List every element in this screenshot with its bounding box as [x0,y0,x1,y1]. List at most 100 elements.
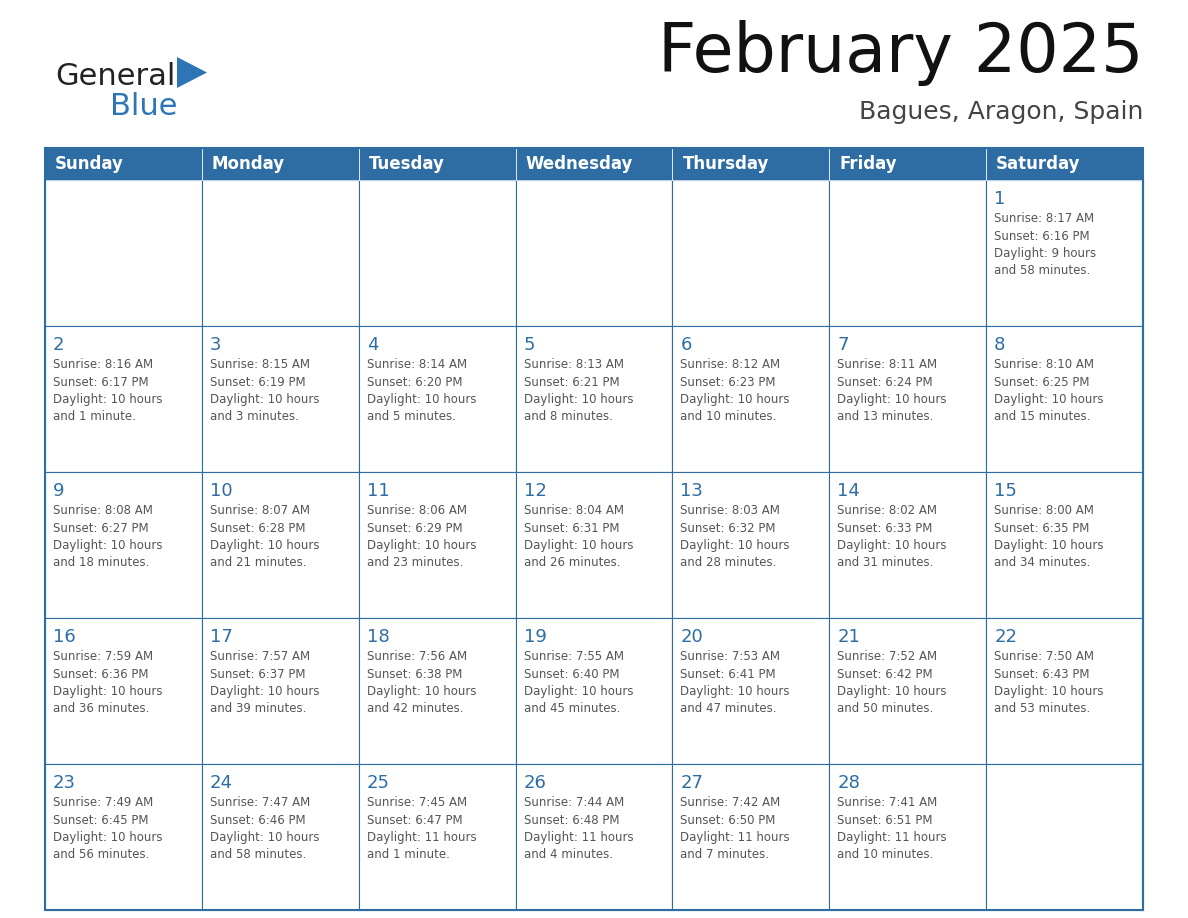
Text: Sunrise: 8:02 AM
Sunset: 6:33 PM
Daylight: 10 hours
and 31 minutes.: Sunrise: 8:02 AM Sunset: 6:33 PM Dayligh… [838,504,947,569]
Text: Tuesday: Tuesday [368,155,444,173]
Text: Monday: Monday [211,155,285,173]
Text: Sunrise: 7:52 AM
Sunset: 6:42 PM
Daylight: 10 hours
and 50 minutes.: Sunrise: 7:52 AM Sunset: 6:42 PM Dayligh… [838,650,947,715]
Text: 2: 2 [53,336,64,354]
Text: 23: 23 [53,774,76,792]
Bar [516,764,672,910]
Text: 26: 26 [524,774,546,792]
Text: 17: 17 [210,628,233,646]
Text: Sunrise: 7:50 AM
Sunset: 6:43 PM
Daylight: 10 hours
and 53 minutes.: Sunrise: 7:50 AM Sunset: 6:43 PM Dayligh… [994,650,1104,715]
Text: 9: 9 [53,482,64,500]
Text: 10: 10 [210,482,233,500]
Bar [359,148,516,180]
Text: Blue: Blue [110,92,177,121]
Text: Sunrise: 7:41 AM
Sunset: 6:51 PM
Daylight: 11 hours
and 10 minutes.: Sunrise: 7:41 AM Sunset: 6:51 PM Dayligh… [838,796,947,861]
Text: Sunrise: 7:53 AM
Sunset: 6:41 PM
Daylight: 10 hours
and 47 minutes.: Sunrise: 7:53 AM Sunset: 6:41 PM Dayligh… [681,650,790,715]
Text: 8: 8 [994,336,1005,354]
Text: 12: 12 [524,482,546,500]
Text: Sunrise: 7:57 AM
Sunset: 6:37 PM
Daylight: 10 hours
and 39 minutes.: Sunrise: 7:57 AM Sunset: 6:37 PM Dayligh… [210,650,320,715]
Text: Friday: Friday [839,155,897,173]
Bar [202,472,359,618]
Bar [45,764,202,910]
Bar [45,618,202,764]
Bar [829,618,986,764]
Text: Sunrise: 8:15 AM
Sunset: 6:19 PM
Daylight: 10 hours
and 3 minutes.: Sunrise: 8:15 AM Sunset: 6:19 PM Dayligh… [210,358,320,423]
Bar [986,472,1143,618]
Bar [829,326,986,472]
Bar [45,148,202,180]
Text: February 2025: February 2025 [657,20,1143,86]
Text: Sunrise: 7:56 AM
Sunset: 6:38 PM
Daylight: 10 hours
and 42 minutes.: Sunrise: 7:56 AM Sunset: 6:38 PM Dayligh… [367,650,476,715]
Text: Sunrise: 8:13 AM
Sunset: 6:21 PM
Daylight: 10 hours
and 8 minutes.: Sunrise: 8:13 AM Sunset: 6:21 PM Dayligh… [524,358,633,423]
Bar [359,472,516,618]
Text: Sunrise: 8:10 AM
Sunset: 6:25 PM
Daylight: 10 hours
and 15 minutes.: Sunrise: 8:10 AM Sunset: 6:25 PM Dayligh… [994,358,1104,423]
Text: Thursday: Thursday [682,155,769,173]
Text: Sunrise: 8:06 AM
Sunset: 6:29 PM
Daylight: 10 hours
and 23 minutes.: Sunrise: 8:06 AM Sunset: 6:29 PM Dayligh… [367,504,476,569]
Bar [829,148,986,180]
Text: 14: 14 [838,482,860,500]
Text: 20: 20 [681,628,703,646]
Bar [516,618,672,764]
Text: General: General [55,62,176,91]
Text: Sunrise: 7:47 AM
Sunset: 6:46 PM
Daylight: 10 hours
and 58 minutes.: Sunrise: 7:47 AM Sunset: 6:46 PM Dayligh… [210,796,320,861]
Bar [986,618,1143,764]
Bar [45,180,202,326]
Text: 24: 24 [210,774,233,792]
Text: 4: 4 [367,336,378,354]
Bar [672,326,829,472]
Text: 27: 27 [681,774,703,792]
Bar [516,326,672,472]
Text: 5: 5 [524,336,535,354]
Text: Sunrise: 8:08 AM
Sunset: 6:27 PM
Daylight: 10 hours
and 18 minutes.: Sunrise: 8:08 AM Sunset: 6:27 PM Dayligh… [53,504,163,569]
Text: Sunrise: 8:14 AM
Sunset: 6:20 PM
Daylight: 10 hours
and 5 minutes.: Sunrise: 8:14 AM Sunset: 6:20 PM Dayligh… [367,358,476,423]
Text: 28: 28 [838,774,860,792]
Text: 16: 16 [53,628,76,646]
Bar [202,148,359,180]
Text: Sunrise: 8:00 AM
Sunset: 6:35 PM
Daylight: 10 hours
and 34 minutes.: Sunrise: 8:00 AM Sunset: 6:35 PM Dayligh… [994,504,1104,569]
Text: 25: 25 [367,774,390,792]
Text: Sunrise: 8:16 AM
Sunset: 6:17 PM
Daylight: 10 hours
and 1 minute.: Sunrise: 8:16 AM Sunset: 6:17 PM Dayligh… [53,358,163,423]
Bar [516,148,672,180]
Bar [672,764,829,910]
Text: Sunrise: 8:12 AM
Sunset: 6:23 PM
Daylight: 10 hours
and 10 minutes.: Sunrise: 8:12 AM Sunset: 6:23 PM Dayligh… [681,358,790,423]
Bar [986,180,1143,326]
Bar [45,326,202,472]
Bar [829,180,986,326]
Text: Sunrise: 8:07 AM
Sunset: 6:28 PM
Daylight: 10 hours
and 21 minutes.: Sunrise: 8:07 AM Sunset: 6:28 PM Dayligh… [210,504,320,569]
Text: Sunrise: 7:55 AM
Sunset: 6:40 PM
Daylight: 10 hours
and 45 minutes.: Sunrise: 7:55 AM Sunset: 6:40 PM Dayligh… [524,650,633,715]
Bar [672,148,829,180]
Bar [45,148,1143,910]
Bar [202,618,359,764]
Text: Sunrise: 7:42 AM
Sunset: 6:50 PM
Daylight: 11 hours
and 7 minutes.: Sunrise: 7:42 AM Sunset: 6:50 PM Dayligh… [681,796,790,861]
Text: 21: 21 [838,628,860,646]
Text: Sunrise: 7:49 AM
Sunset: 6:45 PM
Daylight: 10 hours
and 56 minutes.: Sunrise: 7:49 AM Sunset: 6:45 PM Dayligh… [53,796,163,861]
Bar [359,618,516,764]
Text: Bagues, Aragon, Spain: Bagues, Aragon, Spain [859,100,1143,124]
Bar [986,764,1143,910]
Text: 22: 22 [994,628,1017,646]
Bar [672,472,829,618]
Bar [202,180,359,326]
Text: Wednesday: Wednesday [525,155,633,173]
Bar [516,180,672,326]
Text: 3: 3 [210,336,221,354]
Text: 7: 7 [838,336,848,354]
Text: 11: 11 [367,482,390,500]
Bar [45,472,202,618]
Bar [672,180,829,326]
Text: Sunrise: 7:45 AM
Sunset: 6:47 PM
Daylight: 11 hours
and 1 minute.: Sunrise: 7:45 AM Sunset: 6:47 PM Dayligh… [367,796,476,861]
Polygon shape [177,57,207,88]
Text: 15: 15 [994,482,1017,500]
Bar [202,764,359,910]
Bar [986,148,1143,180]
Text: Saturday: Saturday [997,155,1081,173]
Bar [359,326,516,472]
Text: Sunrise: 8:04 AM
Sunset: 6:31 PM
Daylight: 10 hours
and 26 minutes.: Sunrise: 8:04 AM Sunset: 6:31 PM Dayligh… [524,504,633,569]
Text: 19: 19 [524,628,546,646]
Text: Sunday: Sunday [55,155,124,173]
Text: Sunrise: 8:17 AM
Sunset: 6:16 PM
Daylight: 9 hours
and 58 minutes.: Sunrise: 8:17 AM Sunset: 6:16 PM Dayligh… [994,212,1097,277]
Text: 13: 13 [681,482,703,500]
Bar [359,764,516,910]
Text: Sunrise: 8:11 AM
Sunset: 6:24 PM
Daylight: 10 hours
and 13 minutes.: Sunrise: 8:11 AM Sunset: 6:24 PM Dayligh… [838,358,947,423]
Text: 1: 1 [994,190,1005,208]
Bar [986,326,1143,472]
